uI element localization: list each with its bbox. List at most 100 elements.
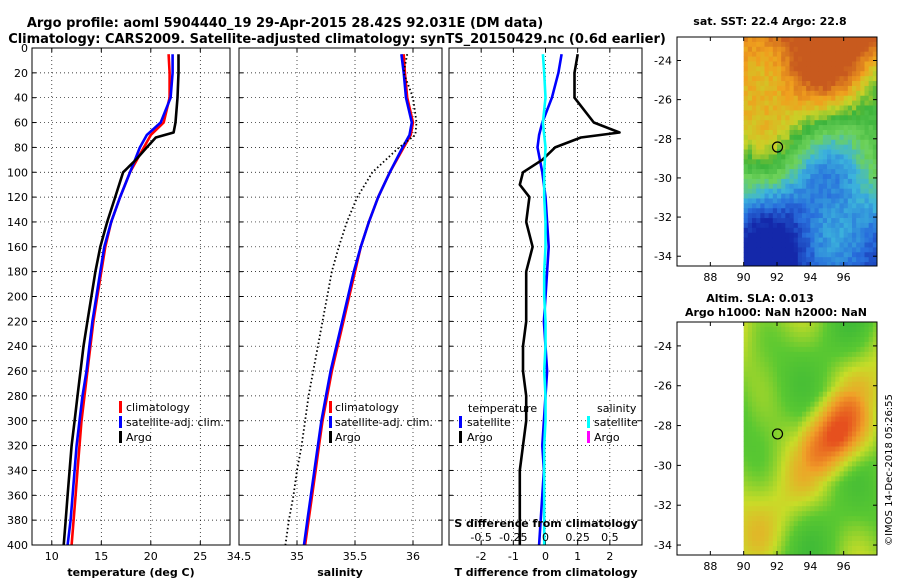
heatmap-cell: [768, 346, 774, 353]
t-difference-xlabel: T difference from climatology: [454, 566, 637, 579]
heatmap-cell: [843, 37, 849, 43]
heatmap-cell: [843, 129, 849, 136]
heatmap-cell: [868, 257, 874, 263]
heatmap-cell: [852, 61, 857, 67]
heatmap-cell: [856, 431, 861, 437]
heatmap-cell: [756, 506, 761, 512]
heatmap-cell: [864, 326, 870, 333]
heatmap-cell: [814, 193, 820, 199]
heatmap-cell: [789, 401, 795, 408]
heatmap-cell: [760, 95, 765, 102]
heatmap-cell: [789, 411, 795, 417]
heatmap-cell: [827, 536, 832, 542]
sla-argo-marker: [771, 428, 784, 440]
heatmap-cell: [839, 66, 845, 72]
heatmap-cell: [772, 76, 778, 82]
heatmap-cell: [864, 139, 870, 146]
heatmap-cell: [764, 551, 770, 556]
heatmap-cell: [777, 456, 782, 462]
heatmap-cell: [806, 149, 811, 155]
heatmap-cell: [843, 456, 849, 462]
heatmap-cell: [781, 391, 786, 398]
heatmap-cell: [747, 471, 753, 477]
heatmap-cell: [831, 100, 836, 106]
heatmap-cell: [860, 247, 865, 253]
heatmap-cell: [814, 51, 820, 57]
heatmap-cell: [760, 491, 765, 497]
heatmap-cell: [864, 361, 870, 368]
heatmap-cell: [768, 66, 774, 72]
heatmap-cell: [814, 441, 820, 447]
heatmap-cell: [856, 401, 861, 408]
heatmap-cell: [868, 46, 874, 53]
heatmap-cell: [839, 341, 845, 348]
heatmap-cell: [743, 371, 749, 378]
heatmap-cell: [785, 541, 790, 547]
heatmap-cell: [847, 71, 853, 77]
heatmap-cell: [810, 100, 815, 106]
heatmap-cell: [814, 536, 820, 542]
heatmap-cell: [860, 476, 865, 482]
sst-heatmap-cells: [743, 37, 878, 267]
heatmap-cell: [872, 110, 878, 116]
heatmap-cell: [802, 322, 807, 328]
heatmap-cell: [827, 242, 832, 248]
heatmap-cell: [827, 85, 832, 92]
heatmap-cell: [860, 446, 865, 452]
heatmap-cell: [847, 232, 853, 239]
legend-swatch-satellite: [119, 416, 122, 428]
heatmap-cell: [872, 466, 878, 472]
heatmap-cell: [747, 551, 753, 556]
heatmap-cell: [756, 178, 761, 185]
heatmap-cell: [872, 100, 878, 106]
heatmap-cell: [810, 406, 815, 413]
heatmap-cell: [831, 188, 836, 194]
heatmap-cell: [831, 198, 836, 204]
heatmap-cell: [814, 481, 820, 487]
heatmap-cell: [843, 336, 849, 343]
heatmap-cell: [777, 120, 782, 126]
heatmap-cell: [822, 105, 828, 111]
heatmap-cell: [864, 174, 870, 180]
heatmap-cell: [764, 396, 770, 403]
heatmap-cell: [847, 416, 853, 422]
heatmap-cell: [806, 237, 811, 243]
heatmap-cell: [768, 446, 774, 452]
heatmap-cell: [747, 361, 753, 368]
heatmap-cell: [747, 461, 753, 467]
heatmap-cell: [768, 516, 774, 522]
heatmap-cell: [868, 486, 874, 492]
heatmap-cell: [843, 376, 849, 383]
heatmap-cell: [835, 213, 840, 219]
heatmap-cell: [797, 346, 803, 353]
heatmap-cell: [843, 164, 849, 170]
heatmap-cell: [835, 546, 840, 552]
heatmap-cell: [777, 476, 782, 482]
heatmap-cell: [839, 466, 845, 472]
heatmap-cell: [777, 66, 782, 72]
heatmap-cell: [814, 396, 820, 403]
heatmap-cell: [752, 227, 757, 234]
heatmap-cell: [847, 134, 853, 141]
heatmap-cell: [747, 129, 753, 136]
heatmap-cell: [793, 401, 799, 408]
heatmap-cell: [772, 341, 778, 348]
heatmap-cell: [772, 361, 778, 368]
heatmap-cell: [756, 411, 761, 417]
heatmap-cell: [843, 521, 849, 527]
heatmap-cell: [839, 356, 845, 363]
heatmap-cell: [772, 85, 778, 92]
heatmap-cell: [814, 341, 820, 348]
heatmap-cell: [868, 421, 874, 427]
tick-label-depth: 340: [7, 464, 28, 477]
heatmap-cell: [872, 71, 878, 77]
heatmap-cell: [768, 401, 774, 408]
heatmap-cell: [822, 322, 828, 328]
heatmap-cell: [797, 154, 803, 160]
heatmap-cell: [847, 356, 853, 363]
heatmap-cell: [806, 188, 811, 194]
heatmap-cell: [772, 81, 778, 87]
heatmap-cell: [760, 361, 765, 368]
heatmap-cell: [797, 341, 803, 348]
heatmap-cell: [802, 178, 807, 185]
